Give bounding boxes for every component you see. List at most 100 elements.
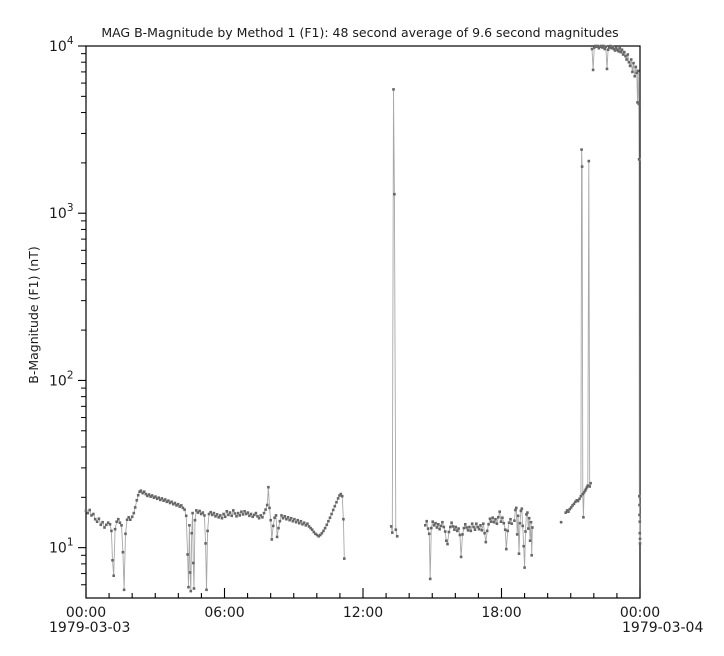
data-point [243, 510, 246, 513]
data-point [211, 513, 214, 517]
data-point [424, 524, 427, 527]
y-tick-label: 103 [49, 202, 74, 222]
data-point [315, 533, 319, 537]
data-point [173, 501, 177, 505]
data-point [425, 519, 428, 523]
data-point [520, 507, 524, 510]
data-point [569, 506, 573, 509]
data-point [638, 520, 642, 523]
data-point [168, 501, 172, 505]
plot-frame [85, 45, 641, 599]
data-point [111, 559, 114, 562]
data-point [125, 518, 129, 521]
data-point [522, 544, 525, 548]
data-point [127, 516, 130, 519]
data-point [342, 517, 345, 521]
data-point [178, 505, 181, 508]
data-point [506, 529, 509, 533]
data-point [494, 517, 497, 521]
data-point [461, 533, 464, 536]
data-point [175, 504, 178, 507]
data-point [277, 526, 280, 530]
data-point [319, 533, 322, 537]
data-point [291, 519, 295, 523]
x-start-date-label: 1979-03-03 [49, 620, 130, 636]
data-segment-line [85, 487, 345, 592]
data-point [188, 571, 192, 574]
data-point [335, 500, 338, 504]
data-point [293, 517, 296, 521]
data-point [189, 589, 193, 593]
data-point [343, 557, 346, 560]
data-point [527, 527, 530, 530]
data-point [623, 50, 626, 54]
data-segment-line [390, 89, 398, 537]
axis-tick-labels: 00:00 06:00 12:00 18:00 00:00 104 103 102 101 [49, 35, 660, 621]
data-point [517, 552, 521, 555]
data-point [195, 509, 198, 512]
y-axis-label: B-Magnitude (F1) (nT) [26, 246, 41, 383]
data-point [462, 526, 466, 530]
data-point [154, 495, 157, 498]
data-point [498, 510, 501, 513]
data-point [472, 525, 475, 529]
data-point [124, 532, 127, 536]
data-point [309, 526, 312, 530]
data-point [603, 47, 606, 51]
data-point [322, 529, 325, 533]
data-point [480, 529, 484, 532]
data-point [244, 512, 248, 516]
data-segment-line [424, 511, 513, 579]
data-point [453, 528, 456, 531]
data-point [596, 44, 600, 48]
data-point [187, 585, 190, 589]
data-point [638, 542, 642, 545]
data-point [574, 500, 577, 504]
data-point [294, 520, 298, 524]
data-point [618, 46, 621, 50]
data-segment-line [565, 149, 592, 518]
data-point [465, 526, 468, 529]
data-point [170, 500, 173, 504]
data-point [477, 527, 481, 531]
data-point [192, 561, 195, 565]
data-point [490, 520, 493, 523]
data-point [501, 516, 504, 519]
data-point [192, 587, 196, 590]
data-point [612, 47, 616, 51]
data-point [190, 531, 193, 535]
data-point [469, 529, 473, 533]
data-point [307, 525, 311, 528]
data-point [196, 511, 200, 514]
data-point [162, 499, 165, 502]
data-point [428, 577, 432, 581]
data-point [139, 489, 143, 492]
data-point [637, 158, 641, 161]
data-point [441, 520, 444, 524]
data-point [105, 523, 108, 527]
data-point [215, 513, 219, 516]
data-point [268, 506, 271, 510]
data-point [521, 524, 524, 528]
data-point [275, 535, 279, 539]
data-point [157, 496, 160, 499]
data-point [133, 506, 137, 509]
data-point [392, 88, 395, 91]
data-point [280, 514, 283, 517]
data-point [635, 71, 639, 75]
data-point [572, 502, 576, 506]
data-point [580, 165, 584, 168]
data-point [503, 528, 507, 531]
data-point [142, 490, 146, 493]
data-point [155, 497, 159, 501]
data-point [225, 510, 229, 513]
data-point [515, 533, 519, 536]
data-point [458, 533, 462, 537]
data-point [259, 514, 262, 517]
data-point [435, 526, 439, 529]
data-point [90, 514, 93, 517]
data-point [638, 513, 641, 517]
chart-title: MAG B-Magnitude by Method 1 (F1): 48 sec… [101, 25, 618, 40]
data-point [559, 520, 563, 524]
